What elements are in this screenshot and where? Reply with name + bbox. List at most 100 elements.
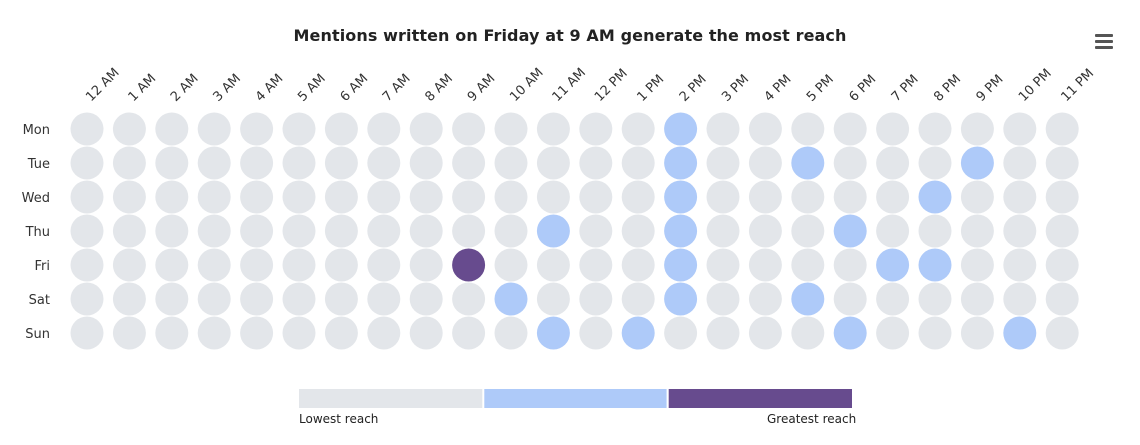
heatmap-cell-mon-18[interactable] — [833, 112, 867, 146]
heatmap-cell-thu-18[interactable] — [833, 214, 867, 248]
heatmap-cell-wed-7[interactable] — [367, 180, 401, 214]
heatmap-cell-sun-12[interactable] — [579, 316, 613, 350]
heatmap-cell-tue-10[interactable] — [494, 146, 528, 180]
heatmap-cell-sat-14[interactable] — [664, 282, 698, 316]
heatmap-cell-fri-15[interactable] — [706, 248, 740, 282]
heatmap-cell-mon-6[interactable] — [324, 112, 358, 146]
heatmap-cell-thu-14[interactable] — [664, 214, 698, 248]
heatmap-cell-sun-15[interactable] — [706, 316, 740, 350]
heatmap-cell-mon-3[interactable] — [197, 112, 231, 146]
heatmap-cell-fri-7[interactable] — [367, 248, 401, 282]
heatmap-cell-mon-11[interactable] — [536, 112, 570, 146]
heatmap-cell-sun-22[interactable] — [1003, 316, 1037, 350]
heatmap-cell-thu-13[interactable] — [621, 214, 655, 248]
heatmap-cell-sat-12[interactable] — [579, 282, 613, 316]
heatmap-cell-thu-21[interactable] — [960, 214, 994, 248]
heatmap-cell-tue-9[interactable] — [452, 146, 486, 180]
heatmap-cell-tue-3[interactable] — [197, 146, 231, 180]
heatmap-cell-sat-23[interactable] — [1045, 282, 1079, 316]
heatmap-cell-sat-22[interactable] — [1003, 282, 1037, 316]
heatmap-cell-wed-6[interactable] — [324, 180, 358, 214]
heatmap-cell-mon-19[interactable] — [876, 112, 910, 146]
heatmap-cell-tue-1[interactable] — [112, 146, 146, 180]
heatmap-cell-mon-21[interactable] — [960, 112, 994, 146]
heatmap-cell-sun-4[interactable] — [240, 316, 274, 350]
heatmap-cell-mon-1[interactable] — [112, 112, 146, 146]
heatmap-cell-sat-6[interactable] — [324, 282, 358, 316]
heatmap-cell-thu-11[interactable] — [536, 214, 570, 248]
heatmap-cell-mon-4[interactable] — [240, 112, 274, 146]
heatmap-cell-sun-17[interactable] — [791, 316, 825, 350]
heatmap-cell-sat-21[interactable] — [960, 282, 994, 316]
heatmap-cell-mon-8[interactable] — [409, 112, 443, 146]
heatmap-cell-sun-3[interactable] — [197, 316, 231, 350]
heatmap-cell-tue-21[interactable] — [960, 146, 994, 180]
heatmap-cell-tue-23[interactable] — [1045, 146, 1079, 180]
heatmap-cell-sat-4[interactable] — [240, 282, 274, 316]
heatmap-cell-sun-1[interactable] — [112, 316, 146, 350]
heatmap-cell-thu-5[interactable] — [282, 214, 316, 248]
heatmap-cell-sun-7[interactable] — [367, 316, 401, 350]
heatmap-cell-sat-9[interactable] — [452, 282, 486, 316]
heatmap-cell-thu-23[interactable] — [1045, 214, 1079, 248]
heatmap-cell-thu-10[interactable] — [494, 214, 528, 248]
heatmap-cell-wed-15[interactable] — [706, 180, 740, 214]
heatmap-cell-thu-9[interactable] — [452, 214, 486, 248]
heatmap-cell-thu-16[interactable] — [748, 214, 782, 248]
heatmap-cell-sat-5[interactable] — [282, 282, 316, 316]
heatmap-cell-thu-0[interactable] — [70, 214, 104, 248]
heatmap-cell-fri-2[interactable] — [155, 248, 189, 282]
heatmap-cell-fri-23[interactable] — [1045, 248, 1079, 282]
heatmap-cell-tue-16[interactable] — [748, 146, 782, 180]
heatmap-cell-sun-6[interactable] — [324, 316, 358, 350]
heatmap-cell-wed-9[interactable] — [452, 180, 486, 214]
heatmap-cell-sat-3[interactable] — [197, 282, 231, 316]
heatmap-cell-sun-9[interactable] — [452, 316, 486, 350]
heatmap-cell-sat-13[interactable] — [621, 282, 655, 316]
heatmap-cell-wed-14[interactable] — [664, 180, 698, 214]
heatmap-cell-wed-21[interactable] — [960, 180, 994, 214]
heatmap-cell-thu-1[interactable] — [112, 214, 146, 248]
heatmap-cell-sun-13[interactable] — [621, 316, 655, 350]
heatmap-cell-sat-19[interactable] — [876, 282, 910, 316]
heatmap-cell-fri-1[interactable] — [112, 248, 146, 282]
heatmap-cell-sun-21[interactable] — [960, 316, 994, 350]
heatmap-cell-tue-2[interactable] — [155, 146, 189, 180]
heatmap-cell-sat-0[interactable] — [70, 282, 104, 316]
heatmap-cell-thu-15[interactable] — [706, 214, 740, 248]
heatmap-cell-fri-3[interactable] — [197, 248, 231, 282]
heatmap-cell-tue-17[interactable] — [791, 146, 825, 180]
heatmap-cell-wed-16[interactable] — [748, 180, 782, 214]
heatmap-cell-fri-8[interactable] — [409, 248, 443, 282]
heatmap-cell-wed-11[interactable] — [536, 180, 570, 214]
heatmap-cell-wed-1[interactable] — [112, 180, 146, 214]
heatmap-cell-wed-12[interactable] — [579, 180, 613, 214]
heatmap-cell-fri-21[interactable] — [960, 248, 994, 282]
heatmap-cell-sat-8[interactable] — [409, 282, 443, 316]
heatmap-cell-fri-16[interactable] — [748, 248, 782, 282]
heatmap-cell-fri-10[interactable] — [494, 248, 528, 282]
heatmap-cell-wed-17[interactable] — [791, 180, 825, 214]
heatmap-cell-wed-22[interactable] — [1003, 180, 1037, 214]
heatmap-cell-mon-20[interactable] — [918, 112, 952, 146]
heatmap-cell-mon-15[interactable] — [706, 112, 740, 146]
heatmap-cell-thu-12[interactable] — [579, 214, 613, 248]
heatmap-cell-tue-7[interactable] — [367, 146, 401, 180]
heatmap-cell-thu-17[interactable] — [791, 214, 825, 248]
heatmap-cell-sun-18[interactable] — [833, 316, 867, 350]
heatmap-cell-wed-8[interactable] — [409, 180, 443, 214]
heatmap-cell-fri-5[interactable] — [282, 248, 316, 282]
heatmap-cell-thu-7[interactable] — [367, 214, 401, 248]
heatmap-cell-sat-11[interactable] — [536, 282, 570, 316]
heatmap-cell-tue-19[interactable] — [876, 146, 910, 180]
heatmap-cell-fri-4[interactable] — [240, 248, 274, 282]
heatmap-cell-fri-20[interactable] — [918, 248, 952, 282]
heatmap-cell-thu-2[interactable] — [155, 214, 189, 248]
heatmap-cell-tue-5[interactable] — [282, 146, 316, 180]
heatmap-cell-sat-1[interactable] — [112, 282, 146, 316]
heatmap-cell-mon-13[interactable] — [621, 112, 655, 146]
heatmap-cell-wed-3[interactable] — [197, 180, 231, 214]
heatmap-cell-mon-16[interactable] — [748, 112, 782, 146]
heatmap-cell-mon-14[interactable] — [664, 112, 698, 146]
heatmap-cell-fri-19[interactable] — [876, 248, 910, 282]
